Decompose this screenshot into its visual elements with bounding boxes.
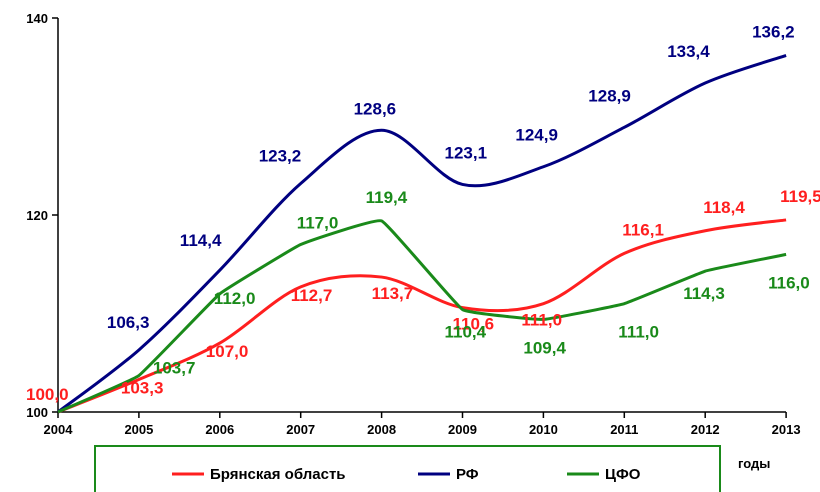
data-label-series-0: 118,4 <box>703 198 745 217</box>
data-label-series-2: 112,0 <box>214 289 256 308</box>
x-tick-label: 2012 <box>691 422 720 437</box>
series-line-0 <box>57 218 787 414</box>
data-label-series-2: 119,4 <box>366 188 408 207</box>
data-label-series-0: 119,5 <box>780 187 820 206</box>
legend-box <box>94 445 721 492</box>
data-label-series-1: 136,2 <box>752 22 795 41</box>
x-tick-label: 2010 <box>529 422 558 437</box>
series-lines <box>57 54 787 414</box>
data-label-series-0: 112,7 <box>291 286 333 305</box>
y-tick-label: 100 <box>26 405 48 420</box>
legend-label-0: Брянская область <box>210 466 346 483</box>
y-tick-label: 140 <box>26 11 48 26</box>
x-tick-label: 2008 <box>367 422 396 437</box>
data-labels: 100,0 103,3 107,0 112,7 113,7 110,6 111,0 116,1… <box>26 22 820 404</box>
data-label-series-0: 110,6 <box>453 315 495 334</box>
data-label-series-0: 113,7 <box>372 284 414 303</box>
data-label-series-1: 114,4 <box>180 231 222 250</box>
data-label-series-1: 124,9 <box>515 126 558 145</box>
x-tick-label: 2005 <box>124 422 153 437</box>
x-tick-label: 2004 <box>44 422 74 437</box>
x-tick-label: 2013 <box>772 422 801 437</box>
series-line-2 <box>57 219 787 414</box>
x-axis-title: годы <box>738 456 770 471</box>
data-label-series-2: 117,0 <box>297 214 339 233</box>
data-label-series-1: 128,6 <box>354 99 397 118</box>
data-label-series-1: 106,3 <box>107 313 150 332</box>
data-label-series-2: 103,7 <box>153 359 196 378</box>
data-label-series-2: 109,4 <box>523 338 566 357</box>
data-label-series-1: 133,4 <box>667 42 710 61</box>
data-label-series-1: 123,2 <box>259 146 302 165</box>
data-label-series-0: 111,0 <box>521 311 562 330</box>
x-tick-label: 2006 <box>205 422 234 437</box>
data-label-series-0: 103,3 <box>121 378 164 397</box>
data-label-series-2: 111,0 <box>618 323 659 342</box>
data-label-series-0: 100,0 <box>26 385 69 404</box>
y-tick-label: 120 <box>26 208 48 223</box>
series-line-1 <box>57 54 787 414</box>
data-label-series-1: 123,1 <box>445 143 488 162</box>
data-label-series-1: 128,9 <box>588 86 631 105</box>
legend: Брянская область РФ ЦФО <box>94 445 721 492</box>
legend-label-2: ЦФО <box>605 466 641 483</box>
x-ticks: 2004 2005 2006 2007 2008 2009 2010 2011 2012 2013 <box>44 412 801 437</box>
x-tick-label: 2011 <box>610 422 638 437</box>
x-tick-label: 2009 <box>448 422 477 437</box>
data-label-series-2: 110,4 <box>445 323 487 342</box>
data-label-series-0: 116,1 <box>622 220 664 239</box>
legend-label-1: РФ <box>456 466 479 483</box>
data-label-series-0: 107,0 <box>206 342 249 361</box>
axes <box>57 18 786 413</box>
y-ticks: 100 120 140 <box>26 11 58 420</box>
data-label-series-2: 116,0 <box>768 273 810 292</box>
data-label-series-2: 114,3 <box>683 284 725 303</box>
x-tick-label: 2007 <box>286 422 315 437</box>
